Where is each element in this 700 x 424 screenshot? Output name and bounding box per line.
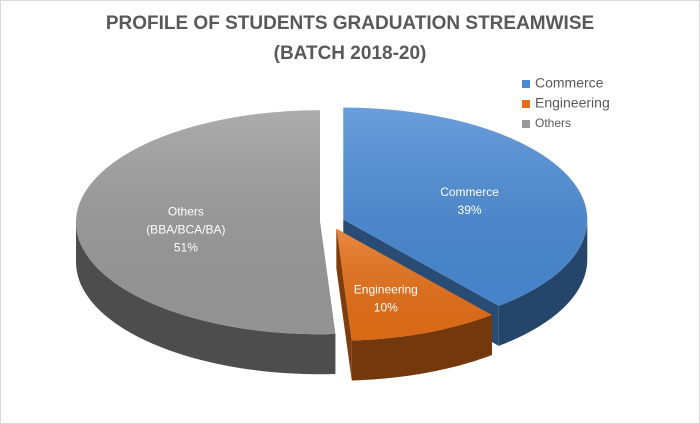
slice-side xyxy=(76,222,336,375)
chart-title: PROFILE OF STUDENTS GRADUATION STREAMWIS… xyxy=(106,13,594,34)
slice-highlight xyxy=(76,110,336,335)
legend-swatch xyxy=(522,100,530,108)
data-label: (BBA/BCA/BA) xyxy=(146,223,225,237)
data-label: Commerce xyxy=(440,185,499,199)
data-label: 51% xyxy=(174,241,198,255)
slice-side xyxy=(498,219,588,346)
slice-cut-face xyxy=(336,228,352,381)
legend-label: Others xyxy=(535,116,571,130)
data-label: 39% xyxy=(458,203,482,217)
legend-swatch xyxy=(522,120,530,128)
slice-highlight xyxy=(343,107,588,306)
legend-label: Engineering xyxy=(535,95,610,111)
legend-swatch xyxy=(522,80,530,88)
data-label: Others xyxy=(168,205,204,219)
data-label: Engineering xyxy=(354,282,418,296)
legend-label: Commerce xyxy=(535,75,604,91)
slice-highlight xyxy=(336,228,492,341)
data-label: 10% xyxy=(374,300,398,314)
chart-title: (BATCH 2018-20) xyxy=(274,43,427,64)
slice-side xyxy=(351,314,492,381)
